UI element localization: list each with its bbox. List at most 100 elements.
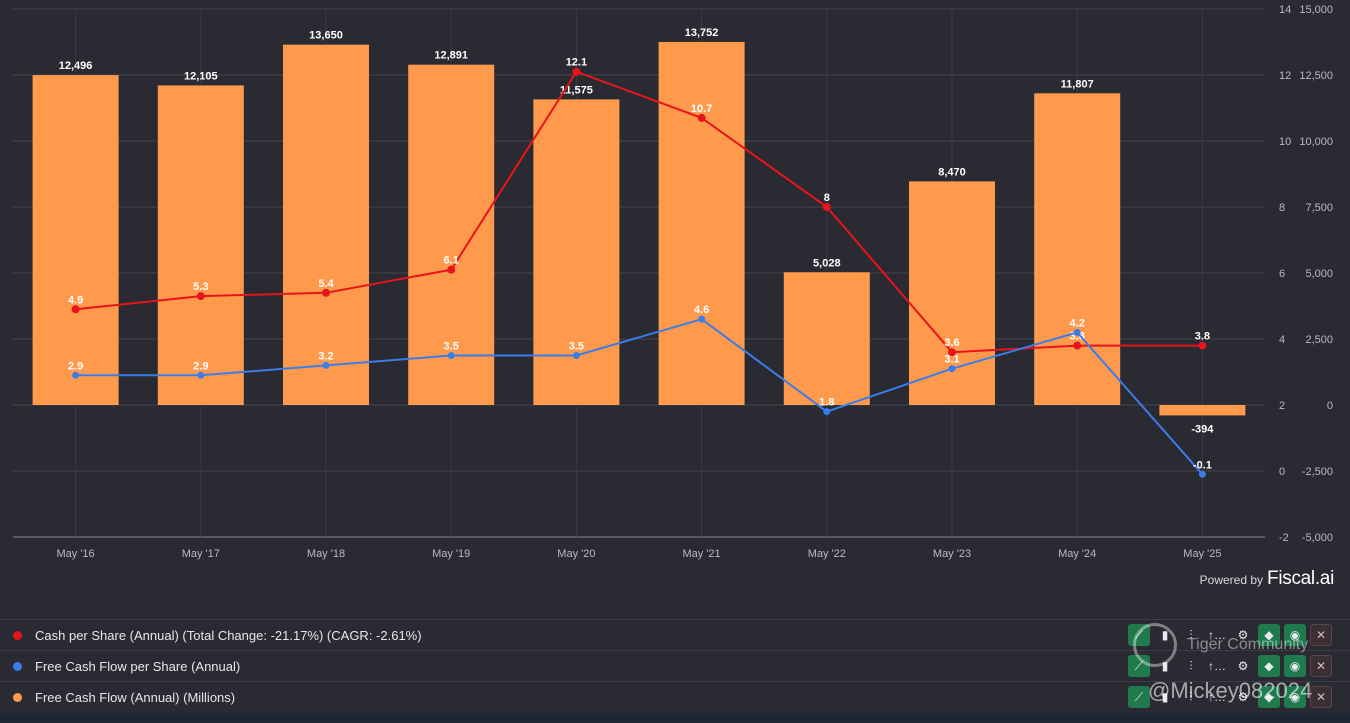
bottom-strip <box>0 713 1350 723</box>
close-icon[interactable]: ✕ <box>1310 624 1332 646</box>
x-axis-tick-label: May '25 <box>1183 548 1221 560</box>
fcf-per-share-point <box>1198 470 1206 478</box>
right-axis-tick-label: -2,500 <box>1302 466 1333 478</box>
cash-per-share-label: 6.1 <box>444 255 459 267</box>
fcf-per-share-label: 3.5 <box>569 341 584 353</box>
gear-icon[interactable]: ⚙ <box>1237 690 1249 704</box>
left-axis-tick-label: 0 <box>1279 466 1285 478</box>
gear-icon[interactable]: ⚙ <box>1237 659 1249 673</box>
brand-logo: Fiscal.ai <box>1267 568 1334 589</box>
fcf-bar-label: 13,650 <box>309 30 343 42</box>
cash-per-share-point <box>71 305 80 314</box>
fcf-per-share-point <box>197 371 205 379</box>
x-axis-tick-label: May '22 <box>808 548 846 560</box>
powered-by: Powered by Fiscal.ai <box>1200 568 1335 590</box>
left-axis-tick-label: 2 <box>1279 400 1285 412</box>
cash-per-share-label: 8 <box>824 192 830 204</box>
bar-chart-icon[interactable]: ▮ <box>1161 628 1169 642</box>
x-axis-tick-label: May '17 <box>182 548 220 560</box>
fcf-bar-label: 11,575 <box>560 84 593 96</box>
close-icon[interactable]: ✕ <box>1310 686 1332 708</box>
fcf-per-share-label: 2.9 <box>68 360 83 372</box>
chart-axes: 14 15,000 12 12,500 10 10,000 8 7,500 6 5,000 4 2,5… <box>57 4 1333 560</box>
legend-label: Free Cash Flow (Annual) (Millions) <box>35 689 236 705</box>
cash-per-share-point <box>572 67 581 76</box>
cash-per-share-label: 10.7 <box>691 103 712 115</box>
sort-icon[interactable]: ↑… <box>1208 628 1226 642</box>
sort-icon[interactable]: ↑… <box>1208 659 1226 673</box>
fcf-bar-label: 12,105 <box>184 70 218 82</box>
fcf-per-share-point <box>698 315 706 323</box>
bar-chart-icon[interactable]: ▮ <box>1161 659 1169 673</box>
gear-icon[interactable]: ⚙ <box>1237 628 1249 642</box>
bar-type-icon[interactable]: ⫶ <box>1189 658 1193 673</box>
cash-per-share-label: 3.6 <box>944 337 959 349</box>
eye-icon[interactable]: ◉ <box>1284 624 1306 646</box>
x-axis-tick-label: May '19 <box>432 548 470 560</box>
tag-icon[interactable]: ◆ <box>1258 686 1280 708</box>
cash-per-share-point <box>322 288 330 297</box>
left-axis-tick-label: 6 <box>1279 268 1285 280</box>
x-axis-tick-label: May '18 <box>307 548 345 560</box>
cash-per-share-label: 5.3 <box>193 281 208 293</box>
fcf-bar <box>157 85 244 405</box>
right-axis-tick-label: 5,000 <box>1305 268 1333 280</box>
legend-row[interactable]: Cash per Share (Annual) (Total Change: -… <box>0 619 1350 650</box>
fcf-per-share-line <box>75 318 1204 475</box>
fcf-bar <box>1034 93 1121 405</box>
fcf-per-share-point <box>72 371 80 379</box>
fcf-per-share-point <box>572 352 580 359</box>
line-series: 4.95.3 5.46.112.110.783.63.8 3.82.9 2.93.23… <box>68 57 1212 478</box>
line-chart-icon[interactable]: ⟋ <box>1128 655 1150 677</box>
fcf-bar <box>658 41 745 405</box>
left-axis-tick-label: 8 <box>1279 202 1285 214</box>
fcf-bar <box>408 64 495 405</box>
line-chart-icon[interactable]: ⟋ <box>1128 624 1150 646</box>
bar-chart-icon[interactable]: ▮ <box>1161 690 1169 704</box>
eye-icon[interactable]: ◉ <box>1284 686 1306 708</box>
fcf-bar-label: 12,891 <box>434 50 468 62</box>
legend-label: Free Cash Flow per Share (Annual) <box>35 658 241 674</box>
right-axis-tick-label: 10,000 <box>1299 136 1333 148</box>
eye-icon[interactable]: ◉ <box>1284 655 1306 677</box>
bar-type-icon[interactable]: ⫶ <box>1189 689 1193 704</box>
cash-per-share-point <box>1073 341 1082 350</box>
legend-color-dot <box>13 661 22 671</box>
bar-type-icon[interactable]: ⫶ <box>1189 627 1193 642</box>
right-axis-tick-label: 7,500 <box>1305 202 1333 214</box>
close-icon[interactable]: ✕ <box>1310 655 1332 677</box>
line-chart-icon[interactable]: ⟋ <box>1128 686 1150 708</box>
bar-series: 12,496 12,105 13,650 12,891 11,575 13,752 5,02… <box>32 27 1246 435</box>
fcf-per-share-point <box>948 365 956 373</box>
fcf-per-share-point <box>1073 328 1081 336</box>
fcf-per-share-point <box>447 352 455 359</box>
x-axis-tick-label: May '16 <box>57 548 95 560</box>
legend-row[interactable]: Free Cash Flow per Share (Annual) ⟋ ▮ ⫶ ↑… ⚙… <box>0 650 1350 681</box>
fcf-bar-label: 8,470 <box>938 166 966 178</box>
cash-per-share-label: 5.4 <box>318 278 334 290</box>
left-axis-tick-label: 10 <box>1279 136 1291 148</box>
left-axis-tick-label: 12 <box>1279 70 1291 82</box>
right-axis-tick-label: -5,000 <box>1302 532 1333 544</box>
tag-icon[interactable]: ◆ <box>1258 624 1280 646</box>
fcf-per-share-point <box>322 361 330 369</box>
fcf-bar-label: 12,496 <box>59 60 93 72</box>
x-axis-tick-label: May '24 <box>1058 548 1096 560</box>
cash-per-share-point <box>822 203 831 211</box>
sort-icon[interactable]: ↑… <box>1208 690 1226 704</box>
cash-per-share-line <box>75 70 1203 354</box>
cash-per-share-label: 3.8 <box>1195 331 1210 343</box>
right-axis-tick-label: 12,500 <box>1299 70 1333 82</box>
fcf-bar-label: 5,028 <box>813 257 841 269</box>
series-controls: ⟋ ▮ ⫶ ↑… ⚙ ◆ ◉ ✕ <box>1128 686 1332 708</box>
cash-per-share-label: 4.9 <box>68 294 83 306</box>
cash-per-share-point <box>948 348 956 357</box>
fcf-per-share-label: 2.9 <box>193 360 208 372</box>
x-axis-tick-label: May '21 <box>683 548 721 560</box>
legend-color-dot <box>13 630 22 640</box>
cash-per-share-point <box>1198 341 1207 350</box>
fcf-bar-label: 13,752 <box>685 27 719 39</box>
legend-row[interactable]: Free Cash Flow (Annual) (Millions) ⟋ ▮ ⫶ ↑…… <box>0 681 1350 712</box>
legend-color-dot <box>13 692 22 702</box>
tag-icon[interactable]: ◆ <box>1258 655 1280 677</box>
